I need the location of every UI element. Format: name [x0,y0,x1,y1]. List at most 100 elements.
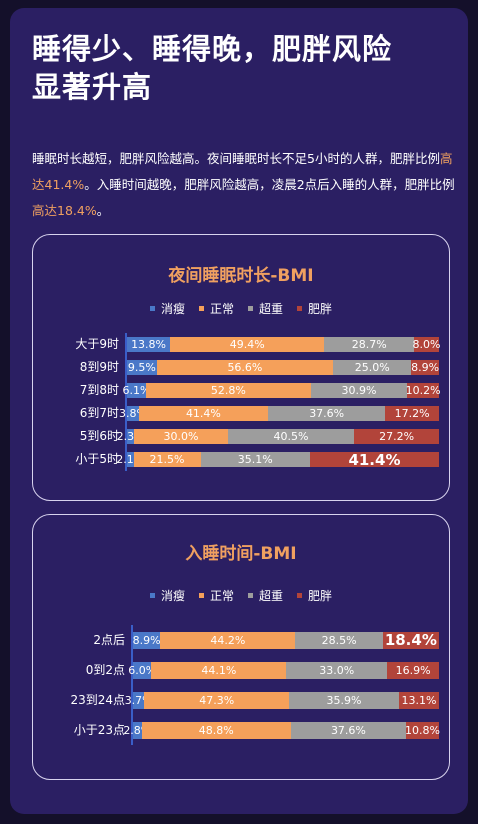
bar-segment-thin [127,383,147,398]
data-label: 10.8% [404,723,440,737]
bar-segment-obese [354,429,439,444]
data-label: 37.6% [309,407,345,420]
bar-segment-thin [127,337,171,352]
intro-text-2: 。入睡时间越晚，肥胖风险越高，凌晨2点后入睡的人群，肥胖比例 [84,177,455,192]
data-label: 17.2% [394,407,430,420]
legend-label-overweight: 超重 [259,589,284,603]
data-label: 6.1% [122,384,151,397]
bar-segment-overweight [286,661,388,679]
data-label: 44.2% [210,633,246,647]
legend-swatch-overweight [248,306,253,311]
bar-segment-overweight [268,406,386,421]
sleep-duration-chart: 大于9时 13.8% 49.4% 28.7% 8.0% 8到9时 9.5% 56.6% 25.0… [39,333,441,483]
bedtime-chart: 2点后 8.9% 44.2% 28.5% 18.4% 0到2点 6.0% 44.1% 33.0%… [39,625,440,755]
legend-label-obese: 肥胖 [308,302,333,316]
legend-label-thin: 消瘦 [160,302,185,316]
category-label: 小于23点 [73,722,125,737]
infographic-card: 睡得少、睡得晚，肥胖风险 显著升高 睡眠时长越短，肥胖风险越高。夜间睡眠时长不足… [10,8,468,814]
legend-item-obese: 肥胖 [297,300,332,317]
chart-title-sleep-duration: 夜间睡眠时长-BMI [168,266,314,286]
data-label: 30.0% [163,430,199,443]
y-axis-line [131,625,133,745]
data-label: 44.1% [201,663,237,677]
legend-label-normal: 正常 [209,302,234,316]
bar-segment-overweight [295,631,383,649]
data-label: 13.8% [131,338,167,351]
legend-swatch-obese [297,306,303,311]
data-label: 16.9% [395,663,431,677]
legend-item-overweight: 超重 [248,587,283,604]
bar-segment-thin [127,360,157,375]
bar-segment-normal [144,691,290,709]
intro-text-3: 。 [96,203,110,218]
data-label: 30.9% [341,384,377,397]
title-line-2: 显著升高 [32,70,153,104]
bar-segment-overweight [200,452,310,467]
data-label: 21.5% [149,453,185,466]
bar-segment-obese [382,631,439,649]
legend-label-overweight: 超重 [259,302,284,316]
bar-segment-thin [133,721,142,739]
data-label: 47.3% [199,693,235,707]
bar-segment-overweight [333,360,412,375]
category-label: 小于5时 [75,452,119,466]
legend-swatch-thin [149,306,155,311]
bar-segment-obese [407,383,439,398]
legend-item-obese: 肥胖 [297,587,332,604]
bar-segment-thin [127,406,139,421]
stacked-bar: 2.1% 21.5% 35.1% 41.4% [116,450,439,469]
data-label: 2.8% [123,723,152,737]
data-label: 41.4% [185,407,221,420]
bar-segment-obese [387,661,439,679]
legend-label-thin: 消瘦 [160,589,185,603]
stacked-bar: 13.8% 49.4% 28.7% 8.0% [127,337,441,352]
data-label: 27.2% [379,430,415,443]
legend-swatch-normal [198,593,204,598]
legend-item-thin: 消瘦 [149,300,185,317]
data-label: 35.9% [326,693,362,707]
stacked-bar: 2.8% 48.8% 37.6% 10.8% [123,721,440,739]
intro-text-1: 睡眠时长越短，肥胖风险越高。夜间睡眠时长不足5小时的人群，肥胖比例 [32,151,440,166]
data-label: 56.6% [227,361,263,374]
data-label: 6.0% [128,663,157,677]
title-line-1: 睡得少、睡得晚，肥胖风险 [32,32,393,66]
category-label: 6到7时 [79,406,119,420]
data-label: 41.4% [348,450,401,469]
y-axis-line [125,333,127,471]
category-label: 0到2点 [85,662,125,677]
data-label: 8.9% [411,361,440,374]
legend-bedtime: 消瘦 正常 超重 肥胖 [33,587,449,604]
bar-segment-normal [156,360,334,375]
data-label: 40.5% [273,430,309,443]
data-label: 37.6% [330,723,366,737]
legend-sleep-duration: 消瘦 正常 超重 肥胖 [33,300,449,317]
bar-segment-overweight [290,721,406,739]
legend-item-normal: 正常 [198,300,234,317]
bar-segment-normal [138,406,268,421]
legend-swatch-normal [198,306,204,311]
bar-segment-normal [151,661,287,679]
bar-segment-obese [309,452,439,467]
data-label: 8.9% [132,633,161,647]
bar-segment-obese [414,337,439,352]
data-label: 28.7% [351,338,387,351]
legend-label-normal: 正常 [209,589,234,603]
intro-highlight-1: 高达41.4% [32,151,453,192]
bar-segment-normal [141,721,291,739]
category-label: 8到9时 [79,360,119,374]
data-label: 33.0% [319,663,355,677]
chart-title-bedtime: 入睡时间-BMI [185,544,297,564]
data-label: 49.4% [229,338,265,351]
category-label: 7到8时 [79,383,119,397]
page-title: 睡得少、睡得晚，肥胖风险 显著升高 [32,30,452,106]
legend-label-obese: 肥胖 [308,589,333,603]
data-label: 28.5% [321,633,357,647]
data-label: 3.8% [118,407,147,420]
bar-segment-obese [411,360,439,375]
bedtime-panel: 入睡时间-BMI 消瘦 正常 超重 肥胖 2点后 8.9% 44.2% 28.5% 18… [32,514,450,780]
bar-segment-thin [127,429,135,444]
stacked-bar: 2.3% 30.0% 40.5% 27.2% [116,429,439,444]
intro-paragraph: 睡眠时长越短，肥胖风险越高。夜间睡眠时长不足5小时的人群，肥胖比例高达41.4%… [32,146,457,224]
data-label: 2.3% [116,430,145,443]
data-label: 8.0% [412,338,441,351]
